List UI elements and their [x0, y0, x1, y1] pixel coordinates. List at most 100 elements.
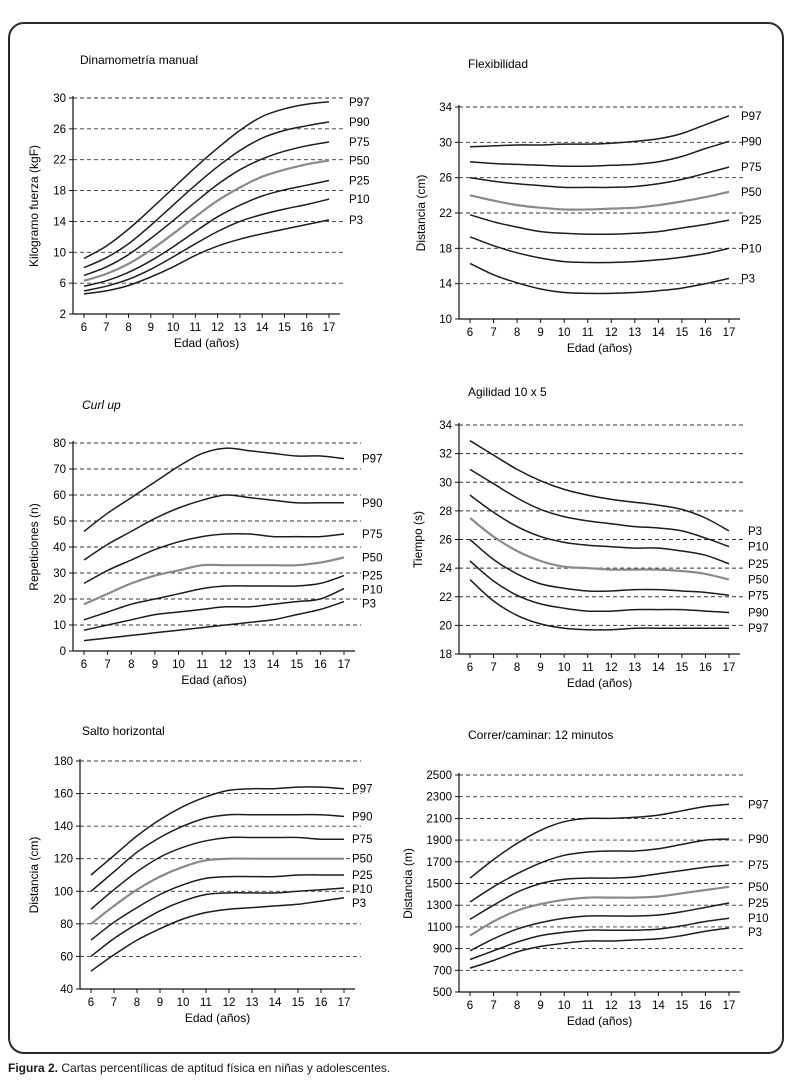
x-tick-label: 6	[467, 662, 473, 674]
y-tick-label: 900	[433, 944, 452, 956]
series-line-p97	[469, 803, 730, 879]
series-line-p97	[90, 786, 345, 876]
x-tick-label: 14	[269, 997, 282, 1009]
series-label-p10: P10	[741, 243, 761, 255]
series-line-p50	[469, 885, 730, 937]
x-tick-label: 14	[267, 659, 280, 671]
series-label-p10: P10	[748, 542, 768, 554]
series-label-p97: P97	[362, 454, 382, 466]
series-label-p50: P50	[362, 552, 382, 564]
series-label-p25: P25	[349, 176, 369, 188]
series-label-p90: P90	[362, 498, 382, 510]
x-tick-label: 8	[134, 997, 140, 1009]
series-line-p75	[90, 836, 345, 910]
x-tick-label: 16	[314, 659, 327, 671]
x-tick-label: 11	[582, 1000, 594, 1012]
x-tick-label: 10	[558, 1000, 571, 1012]
series-label-p97: P97	[748, 799, 768, 811]
x-tick-label: 14	[652, 662, 665, 674]
x-tick-label: 14	[652, 327, 665, 339]
caption-label: Figura 2.	[8, 1061, 59, 1075]
y-tick-label: 1700	[426, 857, 452, 869]
series-label-p97: P97	[741, 111, 761, 123]
series-line-p97	[83, 447, 345, 532]
series-line-p97	[83, 101, 330, 260]
x-tick-label: 15	[676, 662, 689, 674]
y-tick-label: 1300	[426, 900, 452, 912]
y-tick-label: 10	[439, 314, 452, 326]
series-line-p3	[469, 262, 730, 295]
x-tick-label: 10	[167, 322, 180, 334]
x-tick-label: 10	[177, 997, 190, 1009]
x-tick-label: 7	[490, 662, 496, 674]
series-line-p3	[83, 600, 345, 642]
chart-5: Salto horizontal 40 60 80 100 120 140 160 180 6 7 8…	[27, 724, 372, 1025]
y-tick-label: 6	[60, 278, 66, 290]
y-tick-label: 80	[53, 438, 66, 450]
chart-title: Dinamometría manual	[80, 53, 198, 67]
y-axis-label: Distancia (cm)	[27, 837, 41, 914]
y-tick-label: 100	[54, 886, 73, 898]
series-line-p25	[83, 179, 330, 287]
x-tick-label: 13	[628, 662, 641, 674]
x-tick-label: 9	[157, 997, 163, 1009]
x-tick-label: 8	[514, 662, 520, 674]
x-tick-label: 15	[676, 327, 689, 339]
x-tick-label: 15	[292, 997, 305, 1009]
x-tick-label: 9	[537, 1000, 543, 1012]
y-tick-label: 22	[53, 155, 66, 167]
x-tick-label: 15	[290, 659, 303, 671]
x-tick-label: 7	[490, 1000, 496, 1012]
x-tick-label: 12	[605, 1000, 618, 1012]
series-line-p90	[469, 140, 730, 168]
series-label-p50: P50	[741, 187, 761, 199]
series-line-p25	[469, 494, 730, 565]
series-line-p75	[83, 532, 345, 585]
series-line-p25	[469, 902, 730, 952]
x-tick-label: 16	[699, 327, 712, 339]
x-axis-label: Edad (años)	[567, 676, 632, 690]
series-label-p90: P90	[349, 117, 369, 129]
x-tick-label: 17	[323, 322, 336, 334]
x-tick-label: 17	[723, 1000, 736, 1012]
x-tick-label: 17	[723, 327, 736, 339]
y-tick-label: 24	[439, 563, 452, 575]
x-tick-label: 7	[490, 327, 496, 339]
x-tick-label: 11	[196, 659, 208, 671]
x-tick-label: 7	[104, 659, 110, 671]
x-tick-label: 12	[211, 322, 224, 334]
series-label-p90: P90	[748, 607, 768, 619]
x-tick-label: 17	[723, 662, 736, 674]
y-tick-label: 30	[53, 568, 66, 580]
series-line-p10	[469, 236, 730, 264]
series-line-p97	[469, 579, 729, 631]
series-label-p75: P75	[349, 137, 369, 149]
y-tick-label: 30	[439, 477, 452, 489]
y-tick-label: 60	[60, 951, 73, 963]
y-tick-label: 18	[439, 649, 452, 661]
chart-title: Agilidad 10 x 5	[468, 385, 547, 399]
chart-2: Flexibilidad 10 14 18 22 26 30 34 6 7 8 9 10 11 12 13 14…	[414, 57, 761, 355]
series-line-p90	[469, 560, 730, 614]
x-tick-label: 8	[128, 659, 134, 671]
series-line-p90	[469, 838, 730, 903]
y-tick-label: 28	[439, 506, 452, 518]
series-label-p50: P50	[748, 882, 768, 894]
y-tick-label: 18	[53, 186, 66, 198]
series-label-p75: P75	[741, 162, 761, 174]
series-line-p50	[83, 556, 345, 606]
x-tick-label: 9	[152, 659, 158, 671]
x-tick-label: 9	[148, 322, 154, 334]
series-label-p3: P3	[748, 927, 762, 939]
x-tick-label: 6	[81, 322, 87, 334]
y-tick-label: 18	[439, 243, 452, 255]
y-tick-label: 1900	[426, 835, 452, 847]
x-tick-label: 17	[338, 659, 351, 671]
x-tick-label: 13	[246, 997, 259, 1009]
chart-title: Flexibilidad	[468, 57, 528, 71]
series-label-p90: P90	[741, 136, 761, 148]
x-tick-label: 15	[676, 1000, 689, 1012]
x-tick-label: 12	[219, 659, 232, 671]
series-line-p50	[83, 159, 330, 282]
y-tick-label: 34	[439, 102, 452, 114]
